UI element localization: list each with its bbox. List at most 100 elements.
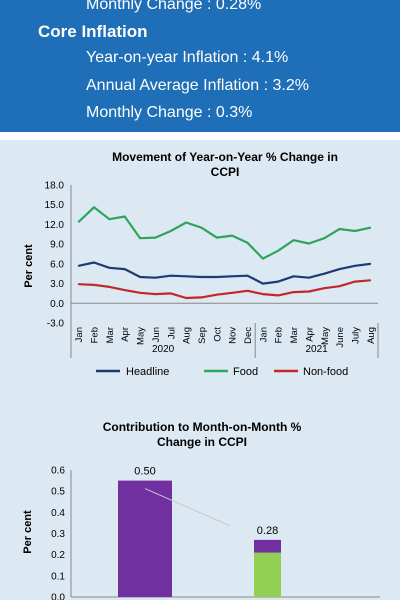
non-food-data-point xyxy=(93,284,95,286)
line-chart-x-tick-label: Apr xyxy=(304,327,315,342)
food-data-point xyxy=(323,237,326,240)
line-chart-x-tick-label: Feb xyxy=(274,327,285,343)
bar-chart-title-line-1: Contribution to Month-on-Month % xyxy=(103,420,302,434)
line-chart-y-tick-label: 9.0 xyxy=(50,240,64,251)
line-chart-x-tick-label: June xyxy=(335,327,346,348)
bar-chart-y-tick-label: 0.1 xyxy=(51,571,65,582)
stacked-bar-segment xyxy=(254,552,281,597)
line-chart-title-line-1: Movement of Year-on-Year % Change in xyxy=(112,150,338,164)
food-data-point xyxy=(231,234,234,237)
headline-data-point xyxy=(354,264,356,267)
line-chart-y-ticks: -3.0 0.0 3.0 6.0 9.0 12.0 15.0 18.0 xyxy=(45,181,65,330)
food-data-point xyxy=(154,236,157,239)
line-chart-x-tick-label: Aug xyxy=(366,327,377,344)
line-chart-y-tick-label: 15.0 xyxy=(45,200,65,211)
headline-data-point xyxy=(323,272,326,275)
headline-data-point xyxy=(139,276,142,278)
food-data-point xyxy=(93,206,95,209)
charts-panel: Movement of Year-on-Year % Change in CCP… xyxy=(0,140,400,604)
food-data-point xyxy=(338,228,341,230)
headline-data-point xyxy=(308,276,310,279)
line-chart-x-tick-label: Jan xyxy=(74,327,85,342)
food-data-point xyxy=(215,236,218,239)
non-food-data-point xyxy=(123,289,126,291)
non-food-data-point xyxy=(292,291,295,293)
yoy-line-chart: Movement of Year-on-Year % Change in CCP… xyxy=(23,150,379,378)
non-food-data-point xyxy=(338,285,341,288)
line-chart-y-axis-label: Per cent xyxy=(23,244,35,288)
line-chart-y-tick-label: 12.0 xyxy=(45,220,65,231)
core-inflation-heading: Core Inflation xyxy=(38,22,148,41)
non-food-data-point xyxy=(231,291,234,294)
non-food-data-point xyxy=(154,293,157,295)
bar-chart-y-tick-label: 0.2 xyxy=(51,550,65,561)
food-data-point xyxy=(354,230,356,232)
non-food-data-point xyxy=(354,280,356,283)
bar-chart-y-tick-label: 0.0 xyxy=(51,593,65,601)
line-chart-x-tick-label: Dec xyxy=(243,327,254,344)
bar-chart-total-labels: 0.50 0.28 xyxy=(134,466,278,537)
line-chart-x-tick-label: Mar xyxy=(289,327,300,343)
bar-chart-y-axis-label: Per cent xyxy=(22,510,34,554)
line-chart-x-tick-label: Jul xyxy=(166,327,177,339)
non-food-series-line xyxy=(78,279,371,300)
previous-monthly-change: Monthly Change : 0.28% xyxy=(86,0,262,13)
headline-data-point xyxy=(108,266,111,269)
headline-series-line xyxy=(78,261,371,285)
headline-data-point xyxy=(292,275,295,278)
headline-data-point xyxy=(231,275,234,278)
food-data-point xyxy=(308,242,310,245)
food-data-point xyxy=(169,230,172,232)
food-data-point xyxy=(369,226,372,229)
line-chart-x-tick-label: Sep xyxy=(197,327,208,344)
core-yoy-inflation: Year-on-year Inflation : 4.1% xyxy=(86,49,289,66)
line-chart-legend: Headline Food Non-food xyxy=(96,366,348,378)
headline-data-point xyxy=(369,263,372,265)
non-food-data-point xyxy=(169,292,172,295)
bar-chart-y-tick-label: 0.4 xyxy=(51,508,65,519)
non-food-data-point xyxy=(77,283,80,286)
headline-data-point xyxy=(338,268,341,270)
food-data-point xyxy=(200,226,203,229)
food-data-point xyxy=(185,221,188,224)
bar-chart-connector-line xyxy=(144,488,231,527)
line-chart-y-tick-label: -3.0 xyxy=(47,319,65,330)
non-food-data-point xyxy=(369,279,372,282)
bar-chart-bars xyxy=(118,480,281,597)
line-chart-x-tick-label: Aug xyxy=(182,327,193,344)
line-chart-y-tick-label: 6.0 xyxy=(50,259,64,270)
line-chart-year-label: 2020 xyxy=(152,344,175,355)
food-data-point xyxy=(77,220,80,223)
bar-chart-y-ticks: 0.0 0.1 0.2 0.3 0.4 0.5 0.6 xyxy=(51,466,65,604)
summary-panel: Monthly Change : 0.28% Core Inflation Ye… xyxy=(0,0,400,132)
non-food-data-point xyxy=(139,291,142,294)
line-chart-x-tick-label: Apr xyxy=(120,327,131,342)
headline-data-point xyxy=(123,268,126,270)
bar-total-label: 0.28 xyxy=(257,525,278,537)
headline-data-point xyxy=(277,280,280,283)
non-food-data-point xyxy=(308,290,310,293)
line-chart-series xyxy=(77,206,372,300)
food-data-point xyxy=(123,215,126,218)
headline-legend-label: Headline xyxy=(126,366,169,378)
charts-svg: Movement of Year-on-Year % Change in CCP… xyxy=(22,150,380,604)
headline-data-point xyxy=(154,276,157,279)
line-chart-axes xyxy=(70,185,379,358)
headline-data-point xyxy=(215,276,218,278)
mom-contribution-bar-chart: Contribution to Month-on-Month % Change … xyxy=(22,420,380,604)
non-food-data-point xyxy=(277,294,280,297)
core-annual-average-inflation: Annual Average Inflation : 3.2% xyxy=(86,77,309,94)
bar-chart-y-tick-label: 0.3 xyxy=(51,529,65,540)
bar-chart-title-line-2: Change in CCPI xyxy=(157,435,247,449)
line-chart-y-tick-label: 0.0 xyxy=(50,299,64,310)
non-food-data-point xyxy=(185,297,188,299)
line-chart-year-label: 2021 xyxy=(305,344,328,355)
food-data-point xyxy=(292,239,295,242)
headline-data-point xyxy=(246,274,249,277)
line-chart-x-tick-label: May xyxy=(136,327,147,345)
food-data-point xyxy=(246,241,249,244)
headline-data-point xyxy=(200,276,203,278)
non-food-data-point xyxy=(262,293,264,295)
non-food-data-point xyxy=(215,293,218,296)
food-data-point xyxy=(108,218,111,221)
